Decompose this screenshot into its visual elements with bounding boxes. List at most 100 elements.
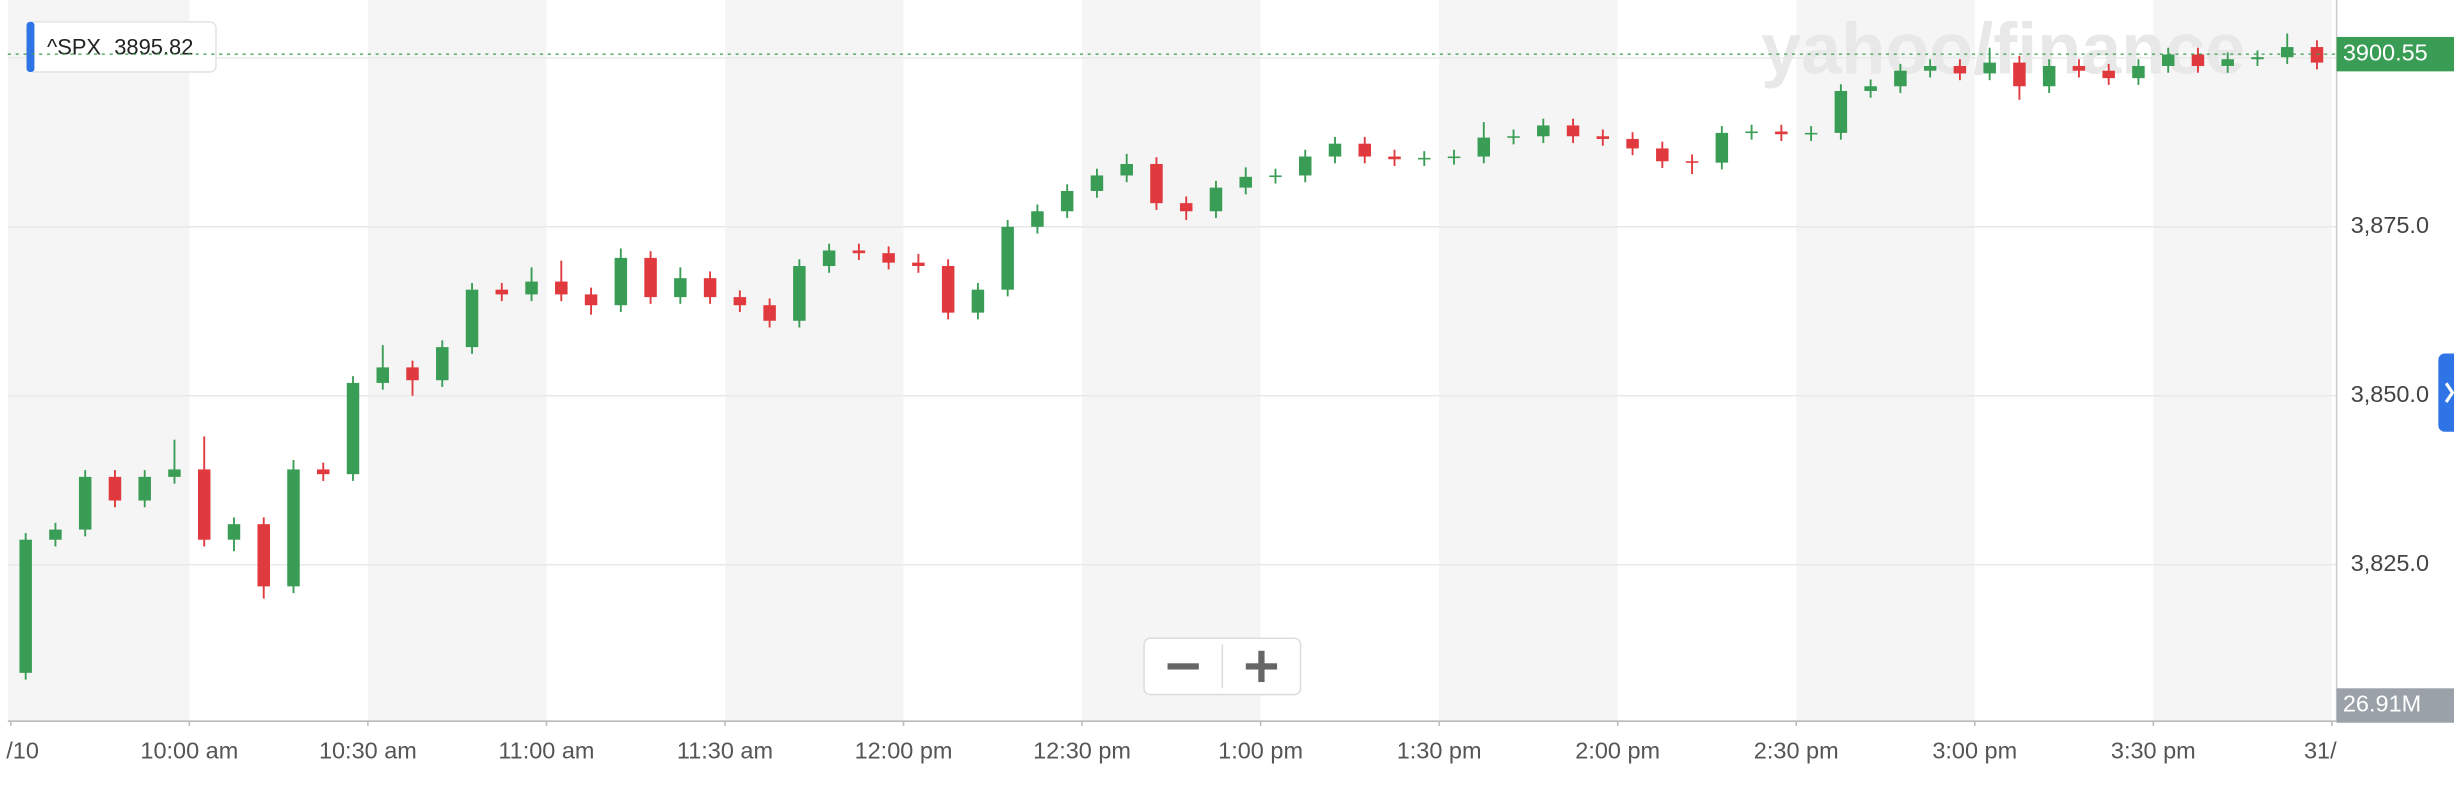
candle-body [287,469,300,587]
candle-body [19,539,32,673]
candle-body [525,281,538,295]
last-price-box [2336,36,2454,72]
x-tick-label: 1:30 pm [1397,738,1482,764]
session-bands [7,0,2332,722]
candle-body [227,524,241,540]
candle-body [2042,65,2056,87]
candle-body [1477,137,1491,157]
candle-body [1894,70,1907,87]
zoom-in[interactable] [1245,650,1278,683]
candle-body [1566,125,1580,137]
session-band [7,0,190,722]
candle-body [2102,70,2115,79]
candle-body [2072,65,2086,71]
y-tick-label: 3,825.0 [2351,550,2429,576]
quote-badge: ^SPX 3895.82 [25,21,217,73]
candle-body [49,529,62,540]
candle-body [168,469,181,477]
session-band [1796,0,1975,722]
candle-body [703,278,717,298]
candle-body [465,289,479,348]
candle-body [1745,131,1758,134]
minus-icon[interactable] [1167,663,1199,670]
candle-body [1358,143,1372,157]
session-band [367,0,547,722]
side-panel-toggle[interactable] [2438,353,2454,432]
candle-body [1685,161,1699,163]
candle-body [971,289,985,313]
candle-body [2280,47,2294,58]
candle-body [733,297,747,306]
candle-body [1923,65,1937,71]
candle-body [1983,62,1996,74]
candle-body [852,250,866,254]
candle-body [1150,163,1163,204]
x-tick-label: 11:00 am [498,738,594,764]
x-tick-label: 3:30 pm [2111,738,2196,764]
candle-body [1804,132,1818,135]
candle-body [376,367,390,383]
volume-tag [2336,688,2454,723]
candle-body [912,262,925,267]
candle-body [584,294,598,306]
candle-body [1715,132,1729,163]
y-tick-label: 3,850.0 [2351,381,2429,407]
plus-icon-v[interactable] [1258,650,1265,683]
zoom-out[interactable] [1167,663,1199,670]
candle-body [763,305,776,321]
x-tick-label: 3:00 pm [1932,738,2017,764]
x-tick-label: 12:30 pm [1033,738,1131,764]
candle-body [1507,136,1520,138]
candle-body [197,469,211,540]
x-tick-label: 10:00 am [140,738,238,764]
candle-body [1953,65,1967,74]
x-tick-label: 11:30 am [677,738,773,764]
candle-body [1418,157,1431,160]
candle-body [108,476,122,501]
session-band [1082,0,1261,722]
session-band [1439,0,1618,722]
candle-body [2251,57,2264,60]
candle-body [2221,59,2234,66]
grid [7,57,2337,566]
candle-body [674,278,687,298]
session-band [724,0,904,722]
candle-body [1060,191,1074,212]
x-tick-label: 2:30 pm [1754,738,1839,764]
candles [19,33,2324,680]
candle-body [2013,62,2026,87]
side-arrow[interactable] [2444,382,2454,403]
candle-body [644,257,657,298]
candle-body [436,347,449,381]
candle-body [941,266,955,313]
candle-body [1775,131,1788,135]
x-tick-label: 31/ [2304,738,2337,764]
candle-body [1656,148,1669,162]
x-tick-label: 12:00 pm [855,738,953,764]
candle-body [138,476,151,501]
candle-body [78,476,92,530]
candle-body [2132,65,2145,79]
candle-body [1209,187,1223,212]
candle-body [793,266,806,321]
candle-body [1179,203,1193,212]
candle-body [1269,175,1282,178]
last-price: 3900.55 [2343,39,2428,65]
candle-body [2161,54,2175,66]
candle-body [614,257,628,306]
symbol: ^SPX [47,34,101,59]
candle-body [1834,90,1848,133]
candle-body [1239,176,1252,188]
axis-labels: /10 10:00 am 10:30 am 11:00 am 11:30 am 12:00… [6,43,2429,764]
watermark: yahoo/finance [1761,10,2245,90]
candle-body [1537,125,1550,137]
candle-body [406,367,419,381]
candle-body [317,469,330,475]
session-band [2153,0,2332,722]
candle-body [1864,86,1877,91]
volume-label: 26.91M [2343,691,2421,717]
zoom-controls [1143,637,1302,696]
side-tab[interactable] [2438,353,2454,432]
